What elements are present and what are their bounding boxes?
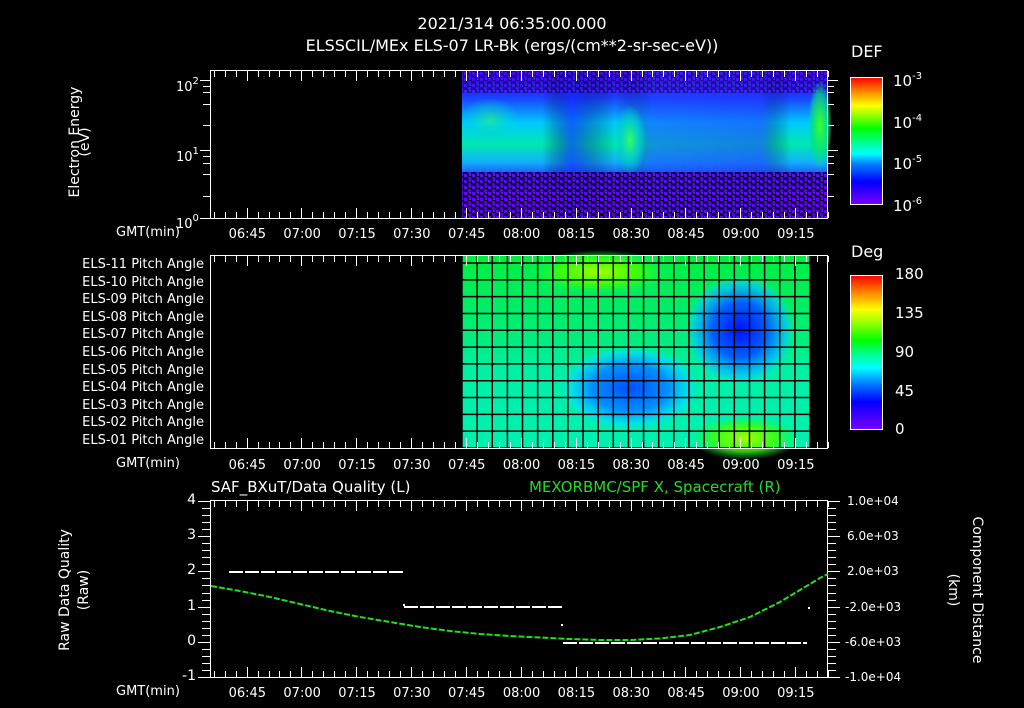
time-tick-label: 09:00 — [722, 458, 760, 473]
time-tick-label: 08:30 — [612, 227, 650, 242]
colorbar-deg-tick: 45 — [895, 382, 915, 400]
ytick-1e0: 100 — [176, 213, 199, 232]
right-ytick-label: 1.0e+04 — [847, 494, 899, 508]
colorbar-deg-tick: 135 — [895, 304, 924, 322]
time-tick-label: 08:45 — [667, 458, 705, 473]
left-ytick-label: 1 — [187, 597, 196, 614]
time-tick-label: 07:15 — [338, 227, 376, 242]
plot-title: ELSSCIL/MEx ELS-07 LR-Bk (ergs/(cm**2-sr… — [305, 36, 719, 55]
time-tick-label: 09:00 — [722, 227, 760, 242]
left-ytick-label: 3 — [187, 527, 196, 544]
pitch-angle-row-label: ELS-09 Pitch Angle — [82, 292, 204, 308]
time-tick-label: 07:30 — [393, 686, 431, 701]
panel3-left-title: SAF_BXuT/Data Quality (L) — [211, 478, 411, 496]
right-ytick-label: -6.0e+03 — [845, 634, 902, 649]
right-ytick-label: 2.0e+03 — [847, 564, 899, 579]
panel3-right-ylabel: Component Distance — [969, 516, 985, 664]
left-ytick-label: 0 — [187, 632, 196, 649]
time-tick-label: 08:15 — [557, 227, 596, 242]
panel3-right-ylabel-unit: (km) — [945, 573, 961, 607]
left-ytick-label: -1 — [182, 668, 196, 684]
colorbar-def-tick: 10-5 — [893, 154, 923, 173]
panel1-xlabel: GMT(min) — [116, 225, 180, 240]
colorbar-deg-tick: 0 — [895, 420, 905, 438]
ytick-1e2: 102 — [176, 76, 199, 95]
time-tick-label: 07:00 — [283, 227, 321, 242]
time-tick-label: 08:00 — [502, 458, 541, 473]
time-tick-label: 09:15 — [777, 227, 815, 242]
pitch-angle-row-label: ELS-02 Pitch Angle — [82, 415, 204, 431]
time-tick-label: 07:00 — [283, 458, 321, 473]
pitch-angle-row-label: ELS-10 Pitch Angle — [82, 274, 204, 290]
colorbar-deg-tick: 90 — [895, 343, 915, 361]
time-tick-label: 07:15 — [338, 686, 376, 701]
right-ytick-label: -1.0e+04 — [845, 670, 902, 684]
colorbar-deg-title: Deg — [851, 242, 884, 261]
time-tick-label: 08:00 — [502, 227, 541, 242]
left-ytick-label: 2 — [187, 562, 196, 579]
time-tick-label: 09:15 — [777, 686, 815, 701]
time-tick-label: 08:15 — [557, 458, 596, 473]
time-tick-label: 06:45 — [228, 227, 267, 242]
panel3-ylabel-unit: (Raw) — [76, 569, 92, 611]
time-tick-label: 07:00 — [283, 686, 321, 701]
pitch-angle-row-label: ELS-11 Pitch Angle — [82, 257, 204, 272]
time-tick-label: 07:45 — [447, 686, 486, 701]
time-tick-label: 06:45 — [228, 458, 267, 473]
pitch-angle-row-label: ELS-05 Pitch Angle — [82, 362, 204, 378]
left-ytick-label: 4 — [187, 492, 196, 508]
pitch-angle-row-label: ELS-04 Pitch Angle — [82, 380, 204, 396]
time-tick-label: 07:15 — [338, 458, 376, 473]
time-tick-label: 07:45 — [447, 458, 486, 473]
pitch-angle-row-label: ELS-08 Pitch Angle — [82, 309, 204, 325]
time-tick-label: 08:30 — [612, 458, 650, 473]
panel3-right-title: MEXORBMC/SPF X, Spacecraft (R) — [529, 478, 781, 496]
colorbar-def-tick: 10-3 — [893, 71, 923, 90]
pitch-angle-row-label: ELS-01 Pitch Angle — [82, 433, 204, 448]
pitch-angle-row-label: ELS-07 Pitch Angle — [82, 327, 204, 343]
colorbar-def-tick: 10-4 — [893, 113, 923, 132]
time-tick-label: 08:00 — [502, 686, 541, 701]
colorbar-def-title: DEF — [851, 42, 883, 61]
pitch-angle-row-label: ELS-03 Pitch Angle — [82, 397, 204, 413]
right-ytick-label: 6.0e+03 — [847, 529, 899, 544]
colorbar-def-tick: 10-6 — [893, 196, 923, 215]
plot-timestamp: 2021/314 06:35:00.000 — [417, 14, 607, 33]
right-ytick-label: -2.0e+03 — [845, 599, 902, 614]
time-tick-label: 06:45 — [228, 686, 267, 701]
pitch-angle-row-label: ELS-06 Pitch Angle — [82, 345, 204, 360]
time-tick-label: 09:00 — [722, 686, 760, 701]
time-tick-label: 07:30 — [393, 458, 431, 473]
time-tick-label: 08:15 — [557, 686, 596, 701]
colorbar-deg-tick: 180 — [895, 265, 924, 283]
ytick-1e1: 101 — [176, 146, 199, 165]
time-tick-label: 07:45 — [447, 227, 486, 242]
time-tick-label: 08:30 — [612, 686, 650, 701]
time-tick-label: 08:45 — [667, 227, 705, 242]
time-tick-label: 09:15 — [777, 458, 815, 473]
time-tick-label: 08:45 — [667, 686, 705, 701]
time-tick-label: 07:30 — [393, 227, 431, 242]
panel3-ylabel: Raw Data Quality — [57, 529, 73, 651]
panel2-xlabel: GMT(min) — [116, 456, 180, 471]
panel3-xlabel: GMT(min) — [116, 684, 180, 699]
